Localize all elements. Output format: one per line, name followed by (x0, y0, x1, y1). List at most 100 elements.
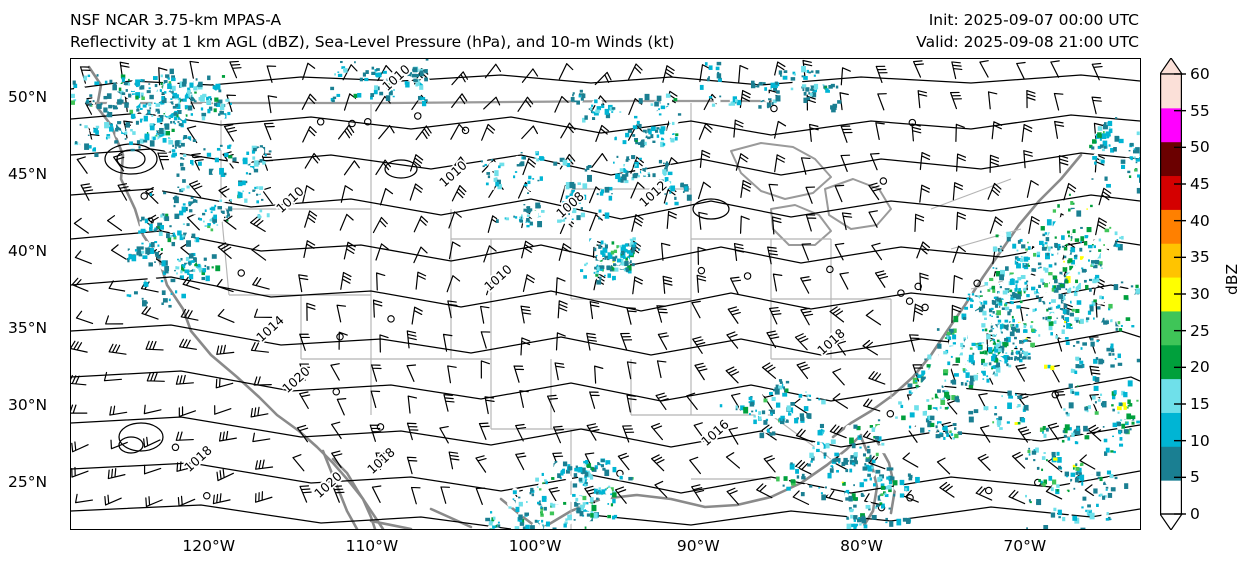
wind-barb (1089, 365, 1101, 384)
reflectivity-pixel (927, 354, 932, 360)
reflectivity-pixel (878, 476, 883, 480)
reflectivity-pixel (174, 195, 178, 199)
reflectivity-pixel (107, 111, 113, 118)
reflectivity-pixel (748, 396, 753, 401)
reflectivity-pixel (208, 107, 211, 111)
reflectivity-pixel (128, 93, 132, 98)
reflectivity-pixel (194, 239, 197, 242)
reflectivity-pixel (805, 76, 808, 80)
reflectivity-pixel (704, 62, 708, 66)
wind-barb (832, 393, 849, 409)
wind-barb (698, 122, 713, 140)
wind-barb (594, 71, 612, 86)
reflectivity-pixel (1045, 237, 1050, 242)
reflectivity-pixel (120, 74, 126, 79)
reflectivity-pixel (220, 173, 226, 177)
wind-barb (480, 360, 490, 379)
reflectivity-pixel (853, 456, 857, 461)
calm-wind-marker (364, 118, 372, 126)
reflectivity-pixel (889, 521, 894, 527)
reflectivity-pixel (790, 87, 794, 91)
wind-barb (212, 493, 231, 505)
reflectivity-pixel (192, 139, 197, 142)
wind-barb (630, 181, 645, 199)
reflectivity-pixel (936, 328, 940, 331)
reflectivity-pixel (130, 148, 133, 152)
wind-barb (868, 182, 882, 201)
reflectivity-pixel (969, 381, 974, 386)
wind-barb (805, 186, 816, 204)
reflectivity-pixel (614, 267, 619, 272)
reflectivity-pixel (128, 78, 130, 81)
reflectivity-pixel (650, 103, 654, 106)
reflectivity-pixel (604, 186, 610, 193)
wind-barb (299, 333, 310, 351)
reflectivity-pixel (620, 178, 624, 183)
wind-barb (263, 122, 275, 141)
reflectivity-cell (178, 85, 187, 97)
reflectivity-pixel (892, 480, 898, 486)
reflectivity-pixel (790, 401, 795, 406)
reflectivity-pixel (803, 97, 808, 104)
reflectivity-pixel (953, 315, 959, 323)
reflectivity-pixel (160, 279, 164, 283)
reflectivity-pixel (424, 77, 428, 82)
reflectivity-pixel (536, 158, 540, 162)
wind-barb (186, 213, 200, 231)
wind-barb (250, 406, 269, 418)
reflectivity-pixel (849, 437, 854, 444)
reflectivity-pixel (141, 96, 145, 101)
reflectivity-pixel (871, 427, 876, 432)
reflectivity-pixel (175, 266, 180, 270)
wind-barb (622, 425, 635, 443)
reflectivity-pixel (664, 193, 667, 195)
wind-barb (555, 277, 566, 296)
wind-barb (520, 337, 531, 356)
wind-barb (977, 453, 991, 471)
wind-barb (253, 376, 272, 386)
reflectivity-pixel (168, 298, 171, 302)
reflectivity-pixel (589, 107, 593, 111)
reflectivity-pixel (604, 212, 610, 219)
wind-barb (740, 179, 752, 198)
reflectivity-pixel (632, 237, 636, 241)
wind-barb (448, 211, 462, 229)
wind-barb (375, 452, 387, 470)
reflectivity-pixel (884, 492, 887, 495)
reflectivity-pixel (1052, 209, 1057, 213)
calm-wind-marker (237, 269, 245, 277)
reflectivity-cell (130, 121, 144, 135)
reflectivity-pixel (535, 477, 539, 482)
reflectivity-pixel (762, 99, 764, 102)
wind-barb (299, 391, 311, 409)
reflectivity-pixel (171, 113, 176, 116)
reflectivity-pixel (562, 159, 568, 166)
reflectivity-pixel (188, 93, 191, 97)
reflectivity-pixel (257, 215, 261, 219)
reflectivity-pixel (259, 159, 264, 163)
reflectivity-pixel (516, 164, 520, 167)
reflectivity-pixel (715, 66, 720, 71)
reflectivity-pixel (813, 74, 816, 77)
reflectivity-pixel (529, 221, 533, 226)
reflectivity-pixel (232, 157, 237, 162)
reflectivity-pixel (216, 224, 219, 226)
wind-barb (292, 454, 305, 472)
reflectivity-pixel (109, 126, 114, 132)
reflectivity-pixel (154, 261, 156, 264)
reflectivity-pixel (859, 482, 864, 488)
wind-barb (840, 67, 851, 86)
reflectivity-pixel (596, 264, 599, 267)
reflectivity-pixel (944, 337, 947, 339)
reflectivity-pixel (719, 404, 723, 408)
reflectivity-pixel (616, 258, 622, 263)
reflectivity-pixel (943, 369, 949, 374)
reflectivity-pixel (811, 70, 814, 73)
reflectivity-pixel (415, 82, 419, 87)
reflectivity-pixel (425, 59, 429, 61)
reflectivity-pixel (357, 92, 362, 98)
reflectivity-pixel (173, 112, 178, 116)
reflectivity-pixel (962, 316, 967, 320)
reflectivity-pixel (751, 410, 754, 413)
reflectivity-pixel (180, 157, 183, 160)
